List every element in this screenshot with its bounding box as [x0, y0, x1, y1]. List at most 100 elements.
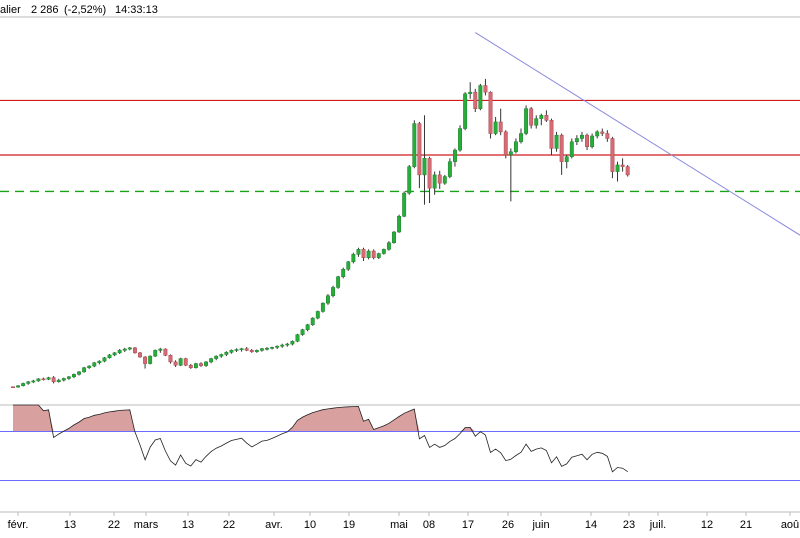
candle-body-down — [173, 361, 178, 366]
candle — [16, 385, 21, 388]
x-tick-label: 22 — [108, 519, 120, 531]
candle-body-up — [66, 376, 71, 379]
candle — [442, 174, 447, 185]
candle — [331, 285, 335, 298]
candle — [224, 351, 229, 357]
candle — [173, 360, 178, 367]
candle-body-down — [417, 123, 422, 176]
candle — [300, 328, 305, 336]
candle-body-up — [107, 354, 112, 359]
candle — [199, 362, 203, 367]
candle — [585, 133, 589, 151]
candle-body-down — [168, 355, 173, 363]
candle-body-up — [122, 348, 127, 351]
candle-body-down — [605, 133, 610, 139]
candle-body-up — [193, 363, 198, 368]
candle-body-down — [244, 348, 249, 351]
candle-body-down — [41, 378, 46, 381]
candle-body-up — [412, 123, 417, 167]
candle-body-up — [178, 358, 183, 366]
candle — [590, 133, 595, 149]
candle — [290, 340, 295, 346]
candle-body-up — [259, 348, 264, 351]
candle-body-down — [427, 158, 432, 189]
candle-body-up — [254, 350, 259, 352]
candle — [66, 376, 71, 380]
candle — [564, 155, 569, 169]
candle — [239, 347, 244, 352]
candle — [503, 130, 508, 159]
candle-body-up — [331, 287, 335, 296]
candle-body-up — [112, 352, 117, 356]
candle — [361, 247, 366, 261]
candle — [138, 352, 142, 358]
candle — [371, 249, 376, 260]
candle-body-up — [366, 250, 371, 258]
candle-body-up — [31, 380, 36, 383]
candle-body-up — [229, 350, 234, 353]
candle-body-down — [473, 91, 478, 109]
candle-body-down — [620, 164, 625, 167]
x-tick-label: 26 — [502, 519, 514, 531]
candle — [148, 355, 153, 365]
candle — [61, 377, 66, 382]
candle-body-up — [290, 340, 295, 345]
candle-body-down — [11, 386, 15, 389]
candle-body-up — [524, 108, 529, 134]
candle-body-up — [564, 156, 569, 162]
x-tick-label: 17 — [462, 519, 474, 531]
candle — [478, 83, 483, 111]
candle-body-up — [519, 133, 523, 143]
x-tick-label: mars — [134, 519, 159, 531]
candle — [168, 354, 173, 364]
candle-body-up — [158, 348, 163, 351]
candle-body-down — [371, 250, 376, 258]
candle-body-down — [361, 249, 366, 258]
candle-body-up — [270, 347, 275, 349]
candle-body-up — [102, 357, 107, 362]
candle — [82, 366, 87, 373]
candle-body-up — [214, 355, 219, 359]
candle-body-up — [376, 253, 381, 258]
candle — [77, 371, 81, 376]
candle-body-up — [478, 85, 483, 109]
candle — [544, 110, 549, 122]
oscillator-panel — [0, 404, 800, 481]
candle-body-up — [239, 348, 244, 350]
candle — [402, 191, 407, 218]
candle — [539, 113, 544, 126]
candle — [143, 356, 148, 369]
candle-body-up — [615, 164, 620, 172]
candle — [432, 171, 437, 195]
candle-body-up — [56, 379, 61, 383]
price-panel — [0, 16, 800, 389]
candle-body-up — [539, 115, 544, 119]
candle — [524, 105, 529, 136]
candle — [508, 148, 513, 202]
candle-body-up — [148, 355, 153, 364]
candle-body-up — [458, 128, 462, 151]
candle — [574, 135, 579, 146]
candle — [569, 138, 574, 159]
x-tick-label: 23 — [623, 519, 635, 531]
candle-body-up — [595, 131, 600, 137]
candle-body-up — [508, 151, 513, 156]
candle — [488, 91, 493, 139]
x-tick-label: 21 — [740, 519, 752, 531]
candle-body-up — [320, 302, 325, 312]
candle — [605, 130, 610, 142]
candle — [453, 148, 457, 167]
candle — [498, 108, 503, 136]
candle-body-up — [305, 324, 310, 330]
candle — [21, 382, 26, 387]
candle — [559, 133, 564, 175]
candle-body-up — [209, 358, 214, 363]
candle-body-up — [127, 347, 132, 350]
candle-body-down — [143, 356, 148, 364]
candle-body-down — [132, 347, 137, 354]
candle-body-down — [483, 85, 488, 93]
candle — [483, 78, 488, 96]
candle-body-up — [92, 362, 97, 367]
candle — [468, 82, 473, 99]
candle-body-up — [97, 360, 102, 364]
